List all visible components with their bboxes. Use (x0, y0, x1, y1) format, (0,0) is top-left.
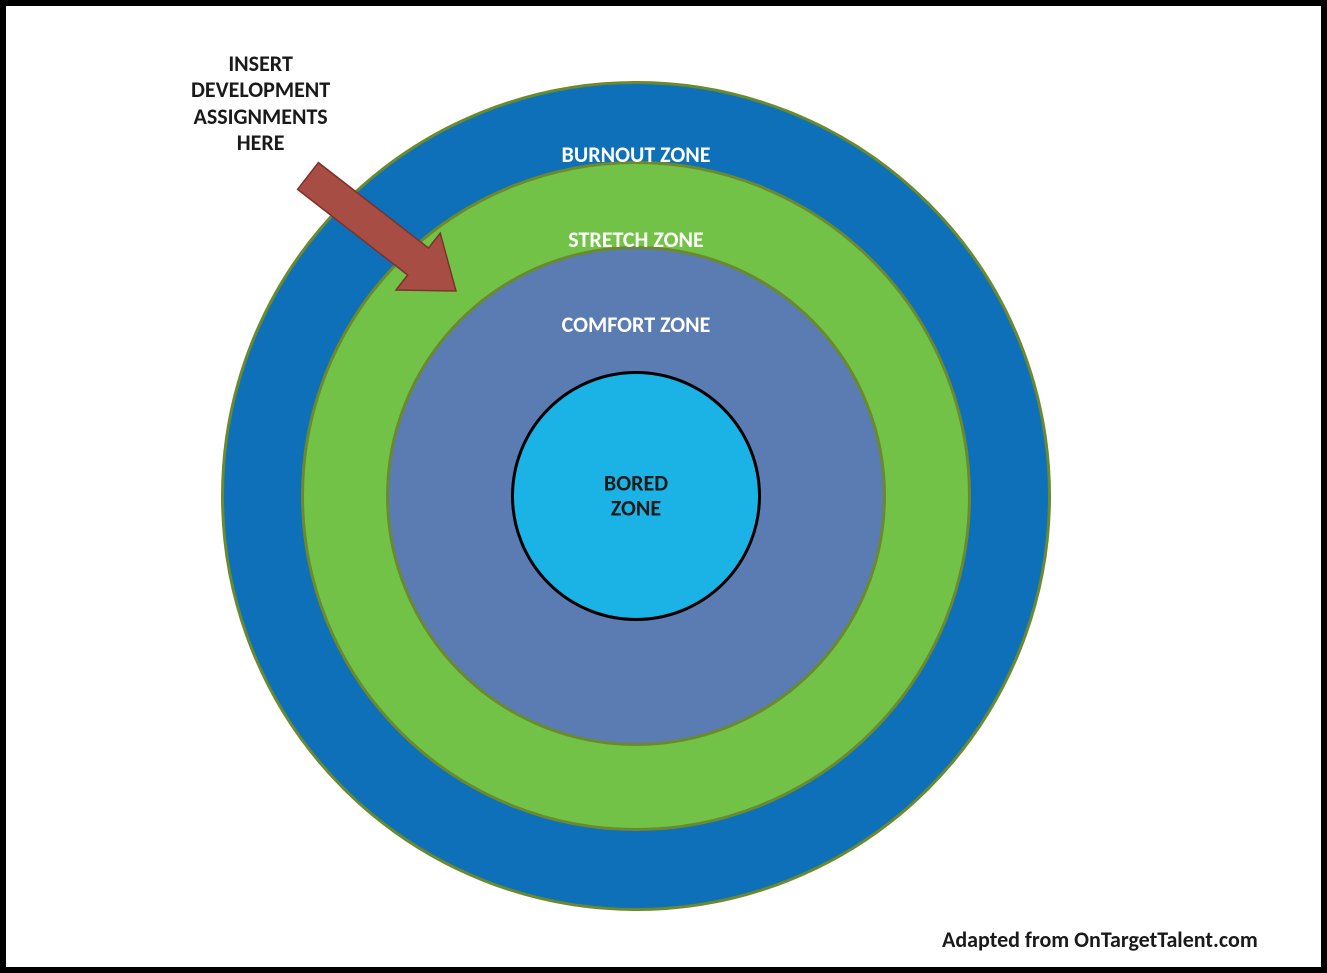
diagram-frame: BURNOUT ZONE STRETCH ZONE COMFORT ZONE B… (0, 0, 1327, 973)
label-bored: BOREDZONE (604, 471, 668, 522)
label-comfort: COMFORT ZONE (562, 311, 711, 338)
label-stretch: STRETCH ZONE (568, 226, 703, 253)
concentric-diagram: BURNOUT ZONE STRETCH ZONE COMFORT ZONE B… (6, 6, 1321, 967)
label-burnout: BURNOUT ZONE (562, 141, 711, 168)
attribution-text: Adapted from OnTargetTalent.com (942, 926, 1258, 953)
callout-text: INSERTDEVELOPMENTASSIGNMENTSHERE (191, 51, 330, 157)
